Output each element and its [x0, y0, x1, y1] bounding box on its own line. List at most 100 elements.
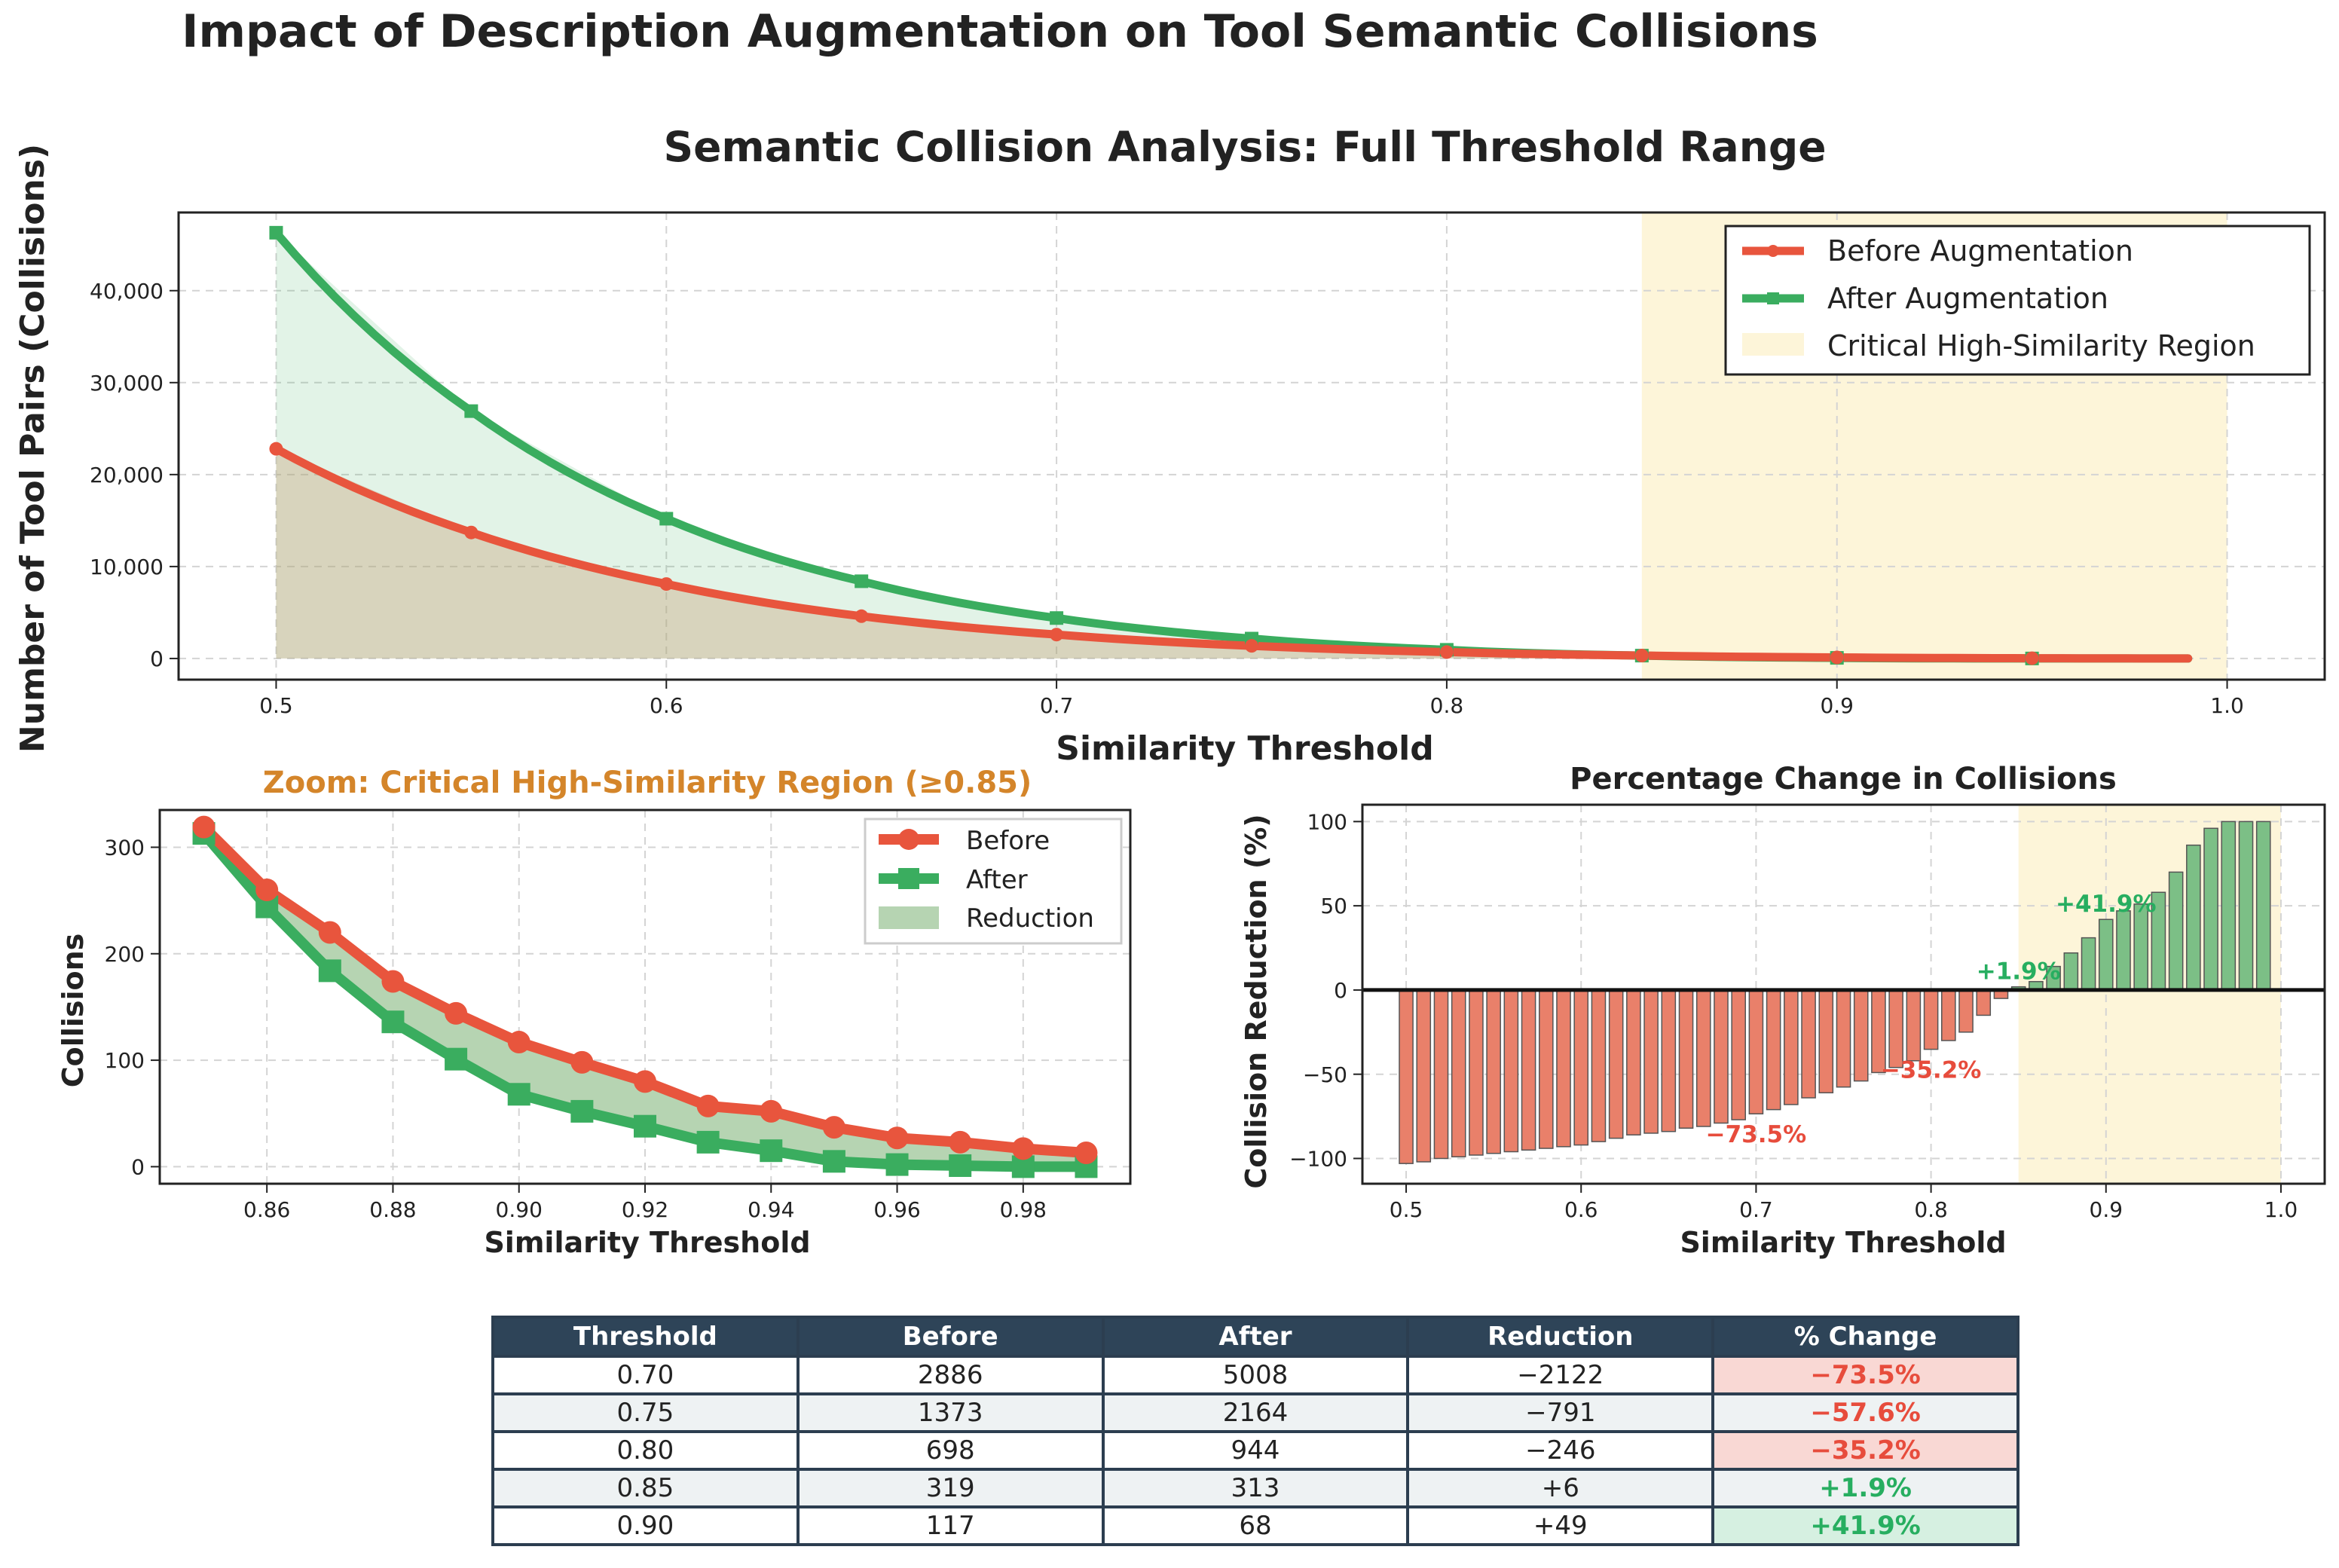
pct-bar: [1556, 989, 1571, 1148]
zoom-xtick-label: 0.90: [496, 1197, 543, 1222]
pct-bar: [1748, 989, 1764, 1114]
table-row: 0.85 319 313 +6 +1.9%: [491, 1468, 2019, 1508]
zoom-after-point: [318, 959, 341, 983]
pct-ylabel: Collision Reduction (%): [1240, 814, 1273, 1188]
pct-bar: [1399, 989, 1414, 1164]
zoom-after-point: [885, 1153, 909, 1176]
zoom-ytick-label: 100: [105, 1048, 145, 1073]
table-row: 0.75 1373 2164 −791 −57.6%: [491, 1392, 2019, 1433]
zoom-before-point: [318, 921, 341, 944]
full-range-xlabel: Similarity Threshold: [1056, 729, 1434, 768]
full-range-ytick-label: 40,000: [90, 279, 164, 304]
pct-bar: [1503, 989, 1519, 1153]
pct-bar: [1661, 989, 1677, 1132]
pct-xtick-label: 0.7: [1739, 1197, 1773, 1222]
zoom-after-point: [760, 1139, 783, 1163]
table-cell: 313: [1101, 1468, 1410, 1508]
pct-bar: [1608, 989, 1624, 1139]
pct-ytick-label: −100: [1289, 1147, 1347, 1172]
full-range-chart-title: Semantic Collision Analysis: Full Thresh…: [663, 123, 1826, 171]
pct-bar: [2116, 910, 2131, 991]
pct-bar: [1433, 989, 1449, 1160]
before-data-point: [1050, 628, 1064, 642]
pct-bar: [1626, 989, 1641, 1136]
table-cell-change: −73.5%: [1711, 1355, 2019, 1395]
full-range-ylabel: Number of Tool Pairs (Collisions): [14, 144, 52, 753]
after-data-point: [855, 574, 869, 588]
table-cell-change: +1.9%: [1711, 1468, 2019, 1508]
pct-bar: [2221, 821, 2237, 991]
zoom-ytick-label: 0: [131, 1154, 145, 1179]
reduction-area-fill: [203, 827, 1087, 1167]
zoom-before-point: [949, 1130, 972, 1154]
zoom-xlabel: Similarity Threshold: [484, 1226, 810, 1259]
pct-ytick-label: 50: [1320, 894, 1347, 918]
zoom-before-point: [634, 1070, 656, 1093]
zoom-after-point: [507, 1083, 530, 1106]
pct-bar: [1573, 989, 1589, 1146]
zoom-legend-after-label: After: [966, 865, 1028, 895]
before-data-point: [1634, 649, 1649, 663]
summary-table: Threshold Before After Reduction % Chang…: [491, 1316, 2019, 1546]
zoom-xtick-label: 0.88: [369, 1197, 416, 1222]
zoom-ylabel: Collisions: [57, 934, 90, 1088]
zoom-legend-reduction-swatch: [879, 906, 939, 929]
pct-xtick-label: 0.9: [2090, 1197, 2123, 1222]
zoom-legend-before-label: Before: [966, 826, 1050, 856]
full-range-legend-box: [1724, 225, 2311, 376]
pct-bar: [1678, 989, 1694, 1129]
pct-bar: [2203, 827, 2218, 991]
before-data-point: [269, 442, 283, 456]
pct-ytick-label: 0: [1334, 978, 1347, 1003]
zoom-before-point: [822, 1116, 845, 1139]
full-range-ytick-label: 30,000: [90, 371, 164, 396]
zoom-after-point: [822, 1150, 845, 1173]
table-cell: +6: [1406, 1468, 1715, 1508]
table-cell: 2886: [796, 1355, 1105, 1395]
pct-bar: [2098, 918, 2114, 991]
table-header-cell: Before: [796, 1316, 1105, 1358]
zoom-before-point: [885, 1126, 909, 1150]
figure-suptitle: Impact of Description Augmentation on To…: [182, 5, 1818, 58]
pct-bar: [2168, 871, 2184, 991]
full-range-xtick-label: 0.9: [1820, 693, 1854, 718]
full-range-xtick-label: 0.7: [1040, 693, 1074, 718]
table-cell: 2164: [1101, 1392, 1410, 1433]
pct-bar: [1643, 989, 1659, 1134]
pct-bar: [1958, 989, 1974, 1033]
zoom-legend-before-marker: [898, 829, 919, 850]
zoom-xtick-label: 0.92: [622, 1197, 668, 1222]
zoom-before-point: [192, 815, 216, 839]
pct-bar: [1976, 989, 1992, 1016]
zoom-xtick-label: 0.86: [243, 1197, 290, 1222]
table-cell: 68: [1101, 1505, 1410, 1546]
before-data-point: [1245, 639, 1258, 653]
after-data-point: [659, 512, 674, 526]
after-data-point: [1050, 611, 1064, 625]
pct-chart-title: Percentage Change in Collisions: [1570, 762, 2117, 796]
table-cell: 0.70: [491, 1355, 800, 1395]
table-cell: 117: [796, 1505, 1105, 1546]
full-range-ytick-label: 20,000: [90, 463, 164, 488]
table-header-row: Threshold Before After Reduction % Chang…: [491, 1316, 2019, 1358]
pct-bar: [1714, 989, 1729, 1124]
full-range-chart: Semantic Collision Analysis: Full Thresh…: [14, 123, 2326, 768]
table-cell: −791: [1406, 1392, 1715, 1433]
zoom-after-point: [381, 1010, 405, 1034]
full-range-ytick-label: 10,000: [90, 555, 164, 579]
pct-annotation: −73.5%: [1706, 1121, 1807, 1148]
table-header-cell: After: [1101, 1316, 1410, 1358]
pct-critical-region-shade: [2018, 805, 2281, 1184]
pct-bar: [1416, 989, 1432, 1163]
before-data-point: [855, 609, 869, 623]
table-cell: 0.75: [491, 1392, 800, 1433]
table-cell: 698: [796, 1430, 1105, 1471]
table-cell-change: +41.9%: [1711, 1505, 2019, 1546]
table-row: 0.70 2886 5008 −2122 −73.5%: [491, 1355, 2019, 1395]
zoom-plot-frame: [158, 808, 1132, 1185]
zoom-before-point: [696, 1094, 720, 1117]
pct-bar: [2063, 952, 2079, 991]
pct-plot-frame: [1361, 803, 2326, 1185]
pct-bar: [1469, 989, 1484, 1156]
zoom-after-point: [949, 1154, 972, 1177]
